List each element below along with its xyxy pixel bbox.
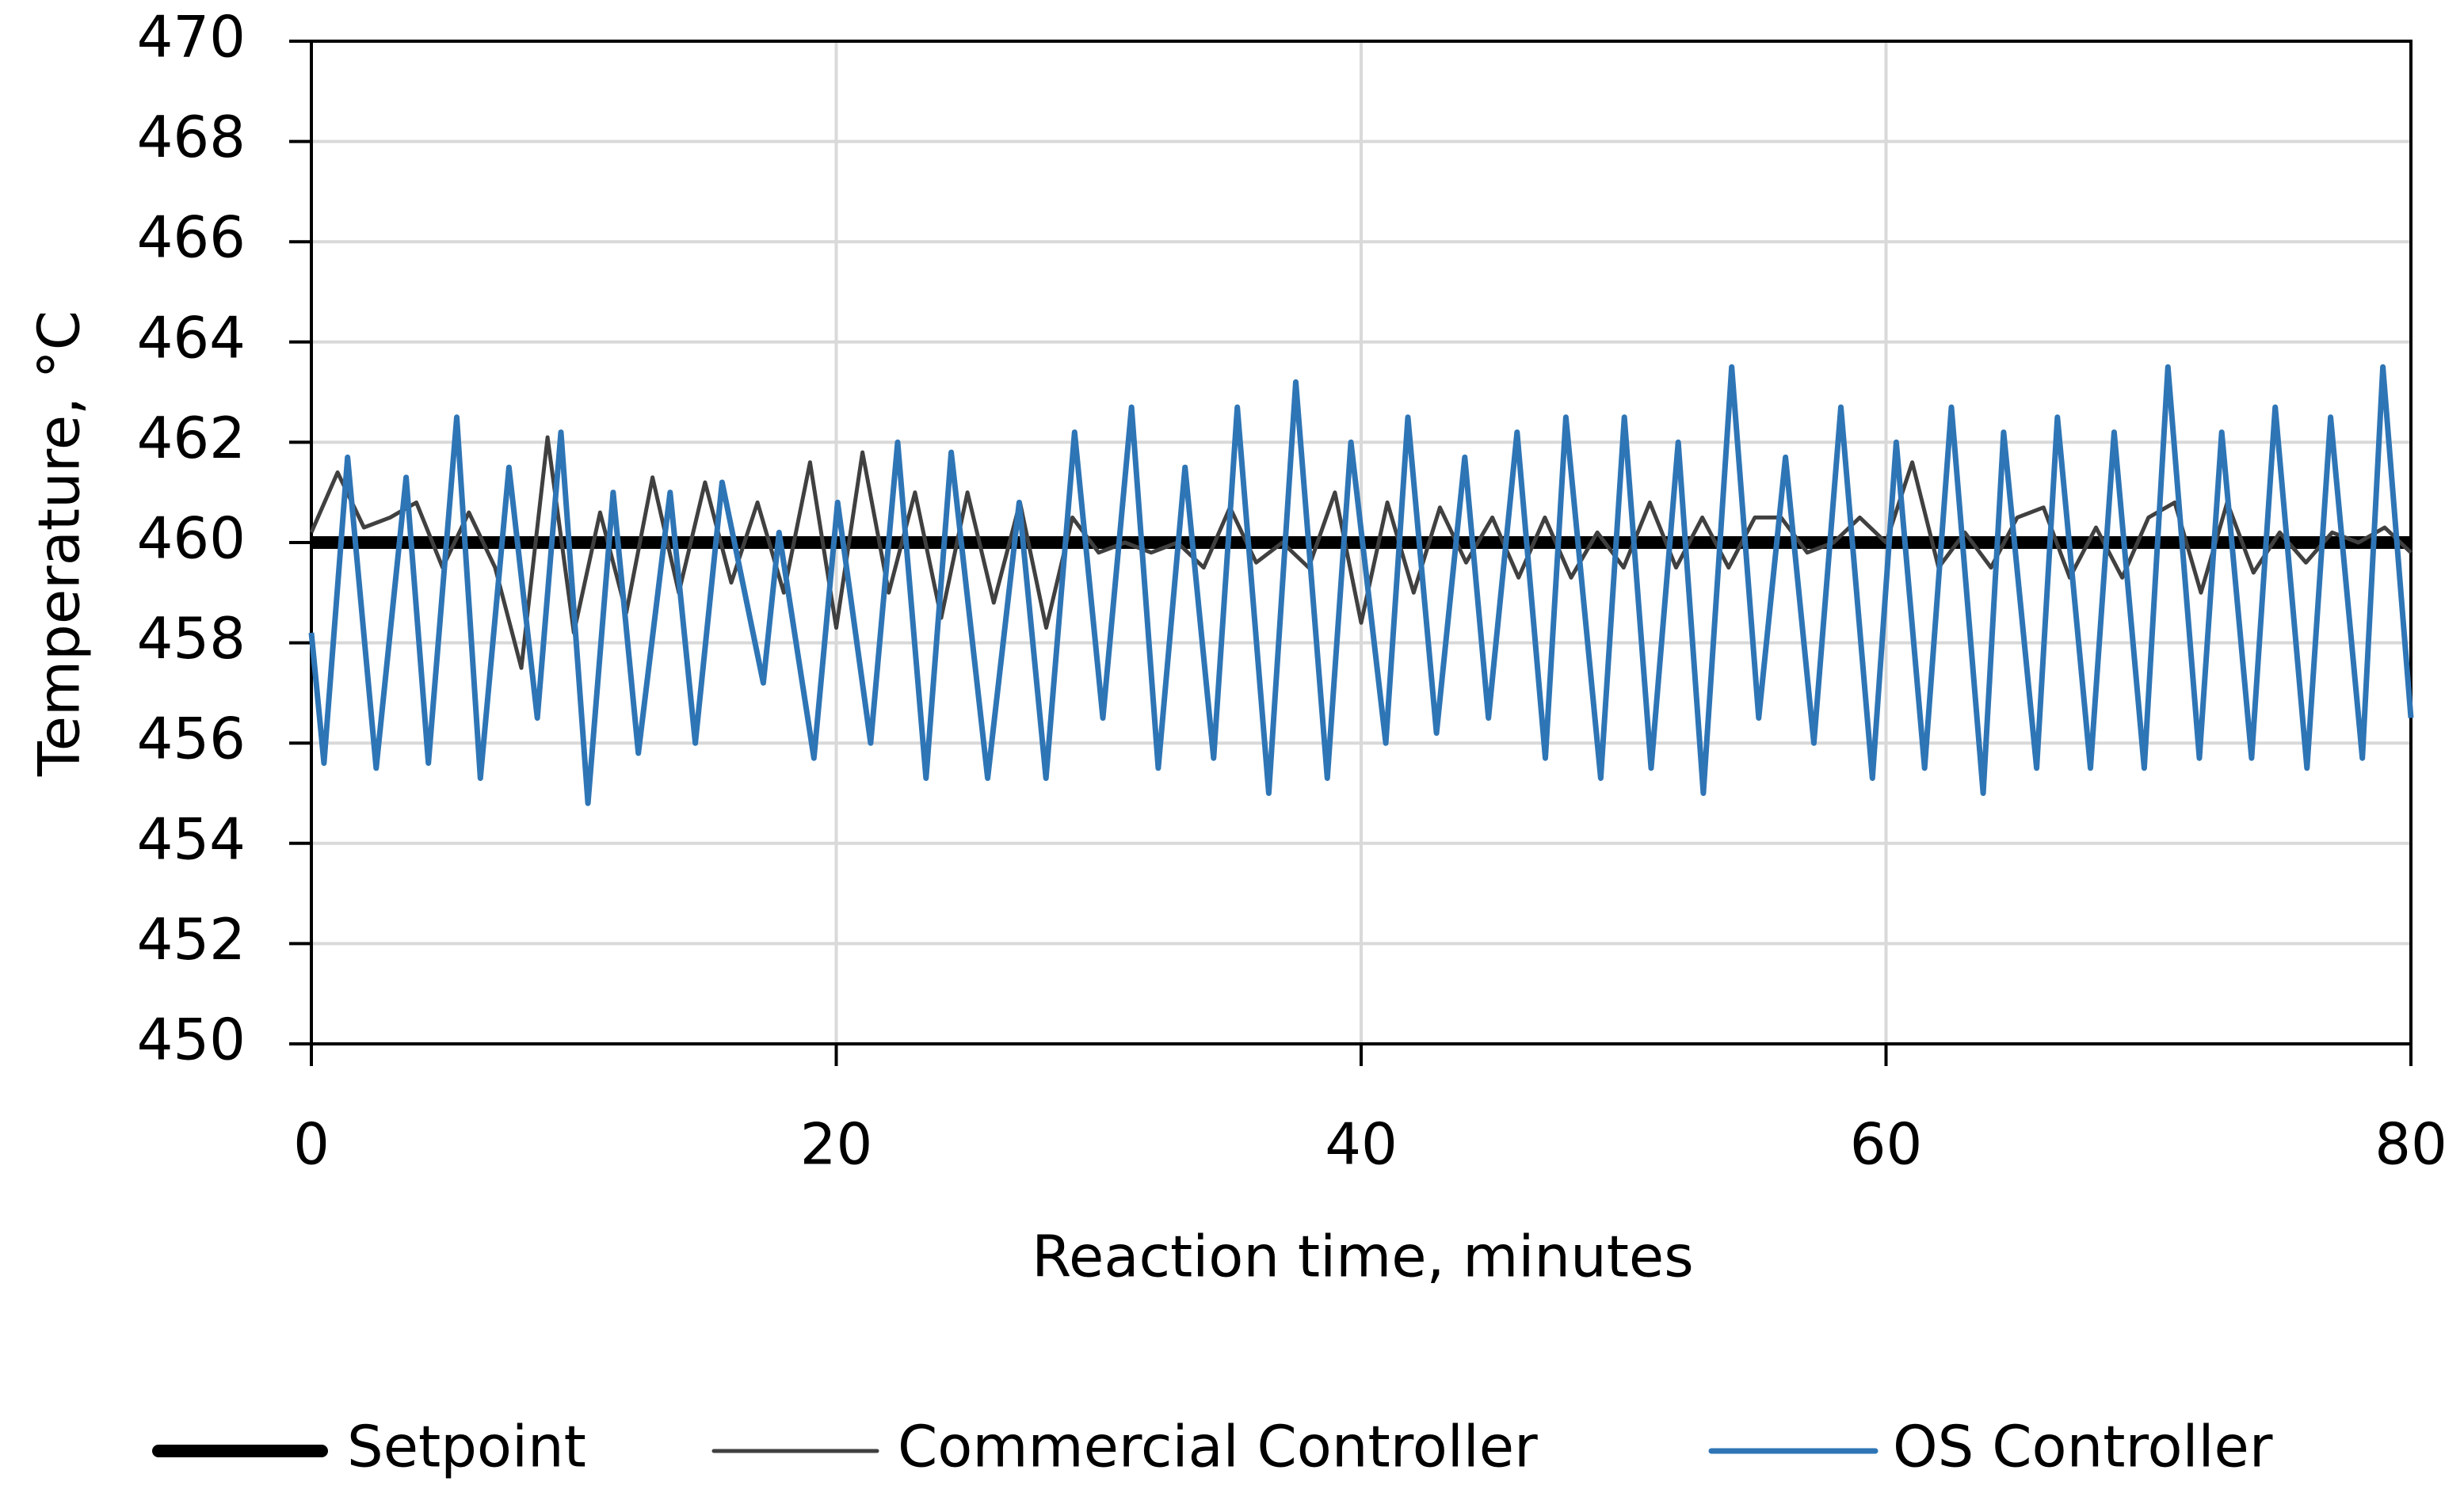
legend-label: OS Controller xyxy=(1893,1414,2273,1480)
x-tick-label: 40 xyxy=(1325,1111,1398,1178)
x-tick-label: 20 xyxy=(800,1111,873,1178)
y-tick-label: 462 xyxy=(137,405,246,471)
y-tick-label: 464 xyxy=(137,304,246,371)
series-line xyxy=(309,435,2413,670)
legend-label: Commercial Controller xyxy=(898,1414,1538,1480)
x-tick-label: 80 xyxy=(2374,1111,2447,1178)
y-tick-label: 460 xyxy=(137,505,246,572)
legend-label: Setpoint xyxy=(347,1414,586,1480)
x-axis-title: Reaction time, minutes xyxy=(1032,1224,1694,1290)
x-tick-label: 0 xyxy=(293,1111,330,1178)
y-tick-label: 458 xyxy=(137,605,246,672)
series-line xyxy=(308,364,2414,806)
y-axis-title: Temperature, °C xyxy=(26,310,93,777)
x-tick-label: 60 xyxy=(1850,1111,1923,1178)
y-tick-label: 452 xyxy=(137,906,246,973)
y-tick-label: 454 xyxy=(137,805,246,872)
y-tick-label: 470 xyxy=(137,4,246,70)
y-tick-label: 456 xyxy=(137,706,246,772)
y-tick-label: 468 xyxy=(137,104,246,170)
y-tick-label: 450 xyxy=(137,1007,246,1073)
y-tick-label: 466 xyxy=(137,204,246,271)
